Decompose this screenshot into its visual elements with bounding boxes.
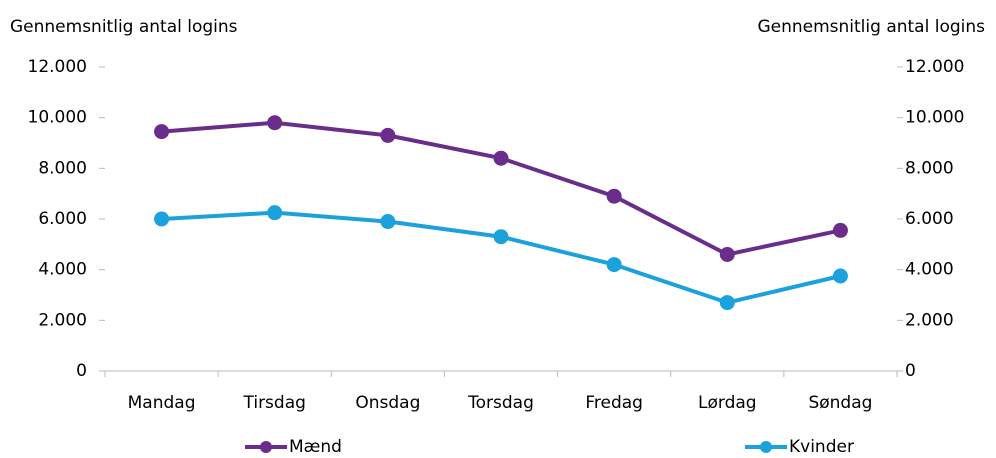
point <box>832 268 848 284</box>
y2-tick-label: 0 <box>905 361 916 381</box>
x-tick-label: Mandag <box>128 393 196 413</box>
y2-tick-label: 2.000 <box>905 310 954 330</box>
y-tick-label: 6.000 <box>38 209 87 229</box>
legend-marker <box>760 441 772 453</box>
y-tick-label: 0 <box>76 361 87 381</box>
point <box>493 150 509 166</box>
y-tick-label: 8.000 <box>38 158 87 178</box>
point <box>606 188 622 204</box>
legend-marker <box>260 441 272 453</box>
series-line <box>161 210 841 305</box>
point <box>154 124 170 140</box>
y2-tick-label: 10.000 <box>905 108 964 128</box>
point <box>493 229 509 245</box>
y-tick-label: 2.000 <box>38 310 87 330</box>
y2-tick-label: 6.000 <box>905 209 954 229</box>
x-tick-label: Onsdag <box>355 393 420 413</box>
x-tick-label: Tirsdag <box>242 393 305 413</box>
x-tick-label: Torsdag <box>467 393 534 413</box>
point <box>380 214 396 230</box>
point <box>380 127 396 143</box>
x-tick-label: Fredag <box>585 393 643 413</box>
point <box>154 211 170 227</box>
y-tick-label: 10.000 <box>28 108 87 128</box>
point <box>267 205 283 221</box>
point <box>719 295 735 311</box>
legend-label: Mænd <box>289 437 342 457</box>
point <box>719 246 735 262</box>
point <box>832 222 848 238</box>
y2-tick-label: 8.000 <box>905 158 954 178</box>
y2-axis-title: Gennemsnitlig antal logins <box>757 17 985 37</box>
y2-tick-label: 4.000 <box>905 260 954 280</box>
y-axis-title: Gennemsnitlig antal logins <box>10 17 238 37</box>
y2-tick-label: 12.000 <box>905 57 964 77</box>
point <box>267 115 283 131</box>
x-tick-label: Søndag <box>808 393 872 413</box>
point <box>606 257 622 273</box>
y-tick-label: 4.000 <box>38 260 87 280</box>
legend-label: Kvinder <box>789 437 854 457</box>
y-tick-label: 12.000 <box>28 57 87 77</box>
x-tick-label: Lørdag <box>698 393 757 413</box>
